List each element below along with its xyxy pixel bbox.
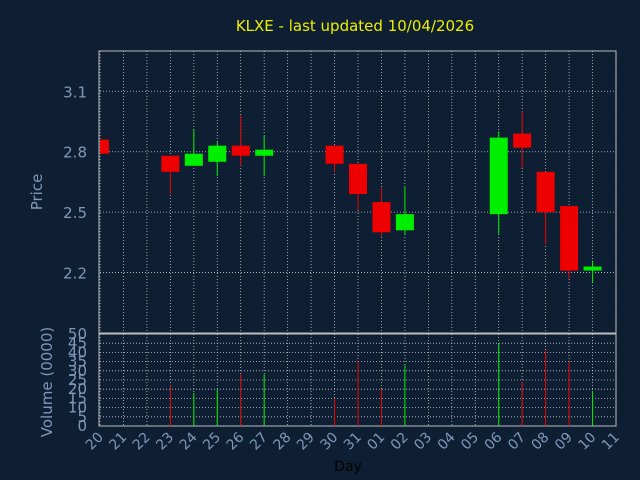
- volume-tick-label: 45: [68, 334, 87, 352]
- day-tick-label: 05: [458, 430, 482, 454]
- day-tick-labels: 20 21 22 23 24 25 26 27 28 29 30 31 01 02 03 04 05 06 07 08…: [83, 429, 623, 453]
- day-tick-label: 24: [177, 429, 201, 453]
- volume-tick-label: 5: [77, 408, 87, 426]
- day-tick-label: 30: [317, 430, 341, 454]
- price-tick-label: 2.2: [63, 265, 87, 283]
- candle-body: [372, 202, 391, 233]
- x-axis-label: Day: [334, 459, 362, 475]
- day-tick-label: 26: [224, 429, 248, 453]
- price-axis-label: Price: [28, 174, 46, 211]
- day-tick-label: 08: [529, 430, 553, 454]
- day-tick-label: 02: [388, 430, 412, 454]
- day-tick-label: 03: [411, 430, 435, 454]
- day-tick-label: 21: [106, 430, 130, 454]
- candle-body: [536, 171, 555, 213]
- candle-body: [325, 145, 344, 164]
- day-tick-label: 04: [435, 429, 459, 453]
- candle-body: [560, 206, 579, 271]
- day-tick-label: 01: [364, 430, 388, 454]
- day-tick-label: 29: [294, 430, 318, 454]
- candle-body: [184, 153, 203, 166]
- day-tick-label: 27: [247, 430, 271, 454]
- volume-tick-label: 0: [77, 417, 87, 435]
- volume-tick-label: 10: [68, 399, 87, 417]
- day-tick-label: 06: [482, 429, 506, 453]
- volume-tick-label: 15: [68, 389, 87, 407]
- volume-tick-label: 30: [68, 362, 87, 380]
- candle-body: [349, 163, 367, 195]
- candle-body: [161, 155, 180, 172]
- chart-title: KLXE - last updated 10/04/2026: [236, 17, 474, 35]
- price-tick-label: 3.1: [63, 83, 87, 101]
- volume-tick-label: 25: [68, 371, 87, 389]
- day-tick-label: 09: [552, 430, 576, 454]
- day-tick-label: 28: [271, 430, 295, 454]
- day-tick-label: 25: [200, 430, 224, 454]
- candle-body: [255, 149, 274, 156]
- price-tick-label: 2.5: [63, 204, 87, 222]
- candle-body: [100, 139, 109, 154]
- price-panel: 2.2 2.5 2.8 3.1 Price: [28, 50, 617, 334]
- day-tick-label: 07: [505, 430, 529, 454]
- candle-body: [583, 266, 602, 271]
- volume-tick-label: 35: [68, 353, 87, 371]
- candle-body: [489, 137, 508, 215]
- candle-body: [231, 145, 250, 156]
- price-tick-labels: 2.2 2.5 2.8 3.1: [63, 83, 87, 282]
- day-tick-label: 10: [575, 430, 599, 454]
- candle-body: [395, 214, 414, 231]
- volume-tick-label: 50: [68, 325, 87, 343]
- price-candles: [100, 111, 602, 283]
- day-tick-label: 22: [130, 430, 154, 454]
- day-tick-label: 11: [599, 430, 623, 454]
- volume-axis-label: Volume (0000): [38, 327, 56, 437]
- candle-body: [208, 145, 227, 162]
- volume-tick-label: 20: [68, 380, 87, 398]
- price-tick-label: 2.8: [63, 144, 87, 162]
- candle-body: [513, 133, 532, 148]
- day-tick-label: 23: [153, 430, 177, 454]
- day-tick-label: 31: [341, 430, 365, 454]
- volume-tick-label: 40: [68, 343, 87, 361]
- volume-bars: [169, 343, 594, 426]
